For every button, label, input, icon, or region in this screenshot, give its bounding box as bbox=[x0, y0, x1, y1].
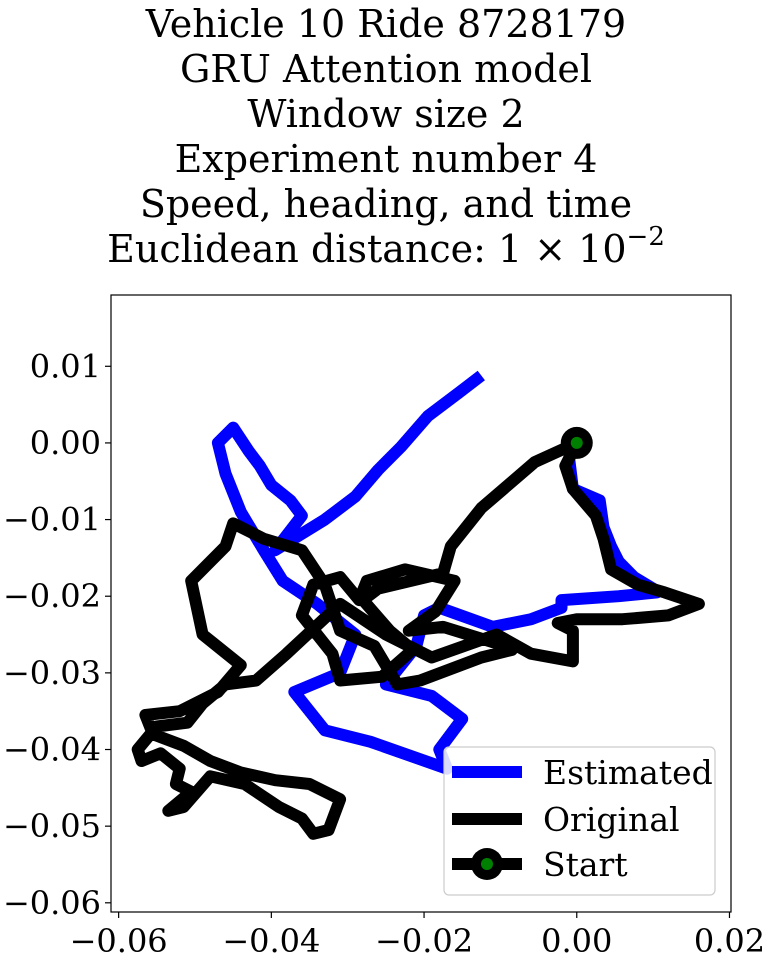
start-marker bbox=[570, 436, 583, 449]
x-tick-label: 0.02 bbox=[694, 922, 765, 957]
y-tick-label: 0.00 bbox=[30, 424, 101, 462]
axes-frame bbox=[110, 294, 732, 913]
title-distance-text: Euclidean distance: 1 × 10 bbox=[107, 227, 627, 271]
y-tick-label: −0.05 bbox=[3, 807, 101, 845]
y-tick-label: −0.02 bbox=[3, 577, 101, 615]
title-line-2: GRU Attention model bbox=[179, 47, 593, 91]
legend: Estimated Original Start bbox=[443, 746, 716, 896]
plot-area bbox=[131, 370, 705, 840]
x-axis: −0.06 −0.04 −0.02 0.00 0.02 bbox=[70, 912, 765, 957]
legend-start-label: Start bbox=[543, 845, 628, 884]
y-tick-label: 0.01 bbox=[30, 347, 101, 385]
title-line-1: Vehicle 10 Ride 8728179 bbox=[145, 2, 627, 46]
x-tick-label: 0.00 bbox=[541, 922, 612, 957]
y-tick-label: −0.01 bbox=[3, 501, 101, 539]
chart-title: Vehicle 10 Ride 8728179 GRU Attention mo… bbox=[0, 0, 772, 272]
series-original-line bbox=[131, 437, 705, 840]
y-tick-label: −0.06 bbox=[3, 884, 101, 922]
y-tick-label: −0.03 bbox=[3, 654, 101, 692]
x-tick-label: −0.04 bbox=[222, 922, 320, 957]
title-line-6: Euclidean distance: 1 × 10−2 bbox=[0, 224, 772, 272]
y-tick-label: −0.04 bbox=[3, 731, 101, 769]
x-tick-label: −0.06 bbox=[70, 922, 168, 957]
y-axis: 0.01 0.00 −0.01 −0.02 −0.03 −0.04 −0.05 −0.06 bbox=[3, 347, 111, 922]
x-tick-label: −0.02 bbox=[375, 922, 473, 957]
title-line-5: Speed, heading, and time bbox=[139, 182, 633, 226]
legend-start-swatch-dot bbox=[481, 858, 493, 870]
legend-original-label: Original bbox=[543, 800, 680, 839]
title-line-3: Window size 2 bbox=[247, 92, 525, 136]
legend-estimated-label: Estimated bbox=[543, 753, 713, 792]
title-exponent: −2 bbox=[626, 222, 665, 252]
title-line-4: Experiment number 4 bbox=[174, 137, 598, 181]
